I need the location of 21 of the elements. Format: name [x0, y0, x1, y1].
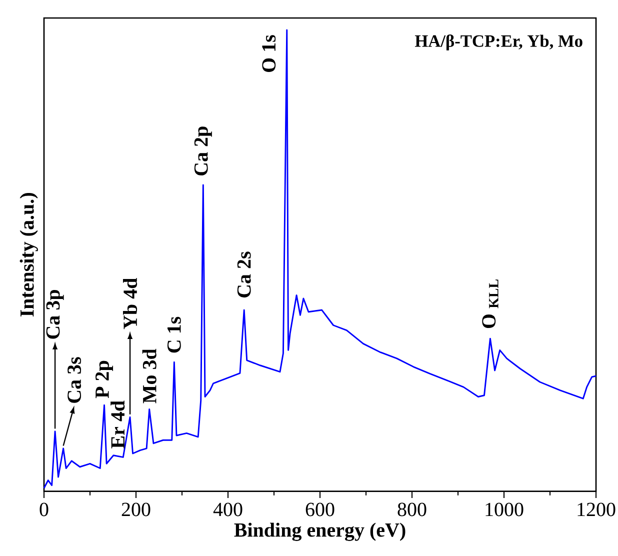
x-tick-label: 800 [398, 502, 426, 516]
y-axis-title: Intensity (a.u.) [20, 192, 38, 316]
annotation: C 1s [167, 316, 181, 352]
annotation: O $_{KLL}$ [482, 279, 498, 328]
chart-title: HA/β-TCP:Er, Yb, Mo [414, 34, 582, 50]
x-tick-label: 1200 [578, 502, 616, 516]
annotation: Mo 3d [142, 348, 156, 404]
x-tick-label: 400 [213, 502, 242, 516]
x-tick-label: 200 [122, 502, 150, 516]
annotation: Ca 3s [68, 356, 82, 403]
annotation: Ca 2p [194, 126, 212, 176]
x-tick-label: 600 [306, 502, 334, 516]
x-tick-label: 1000 [486, 502, 524, 516]
annotation: Ca 3p [46, 290, 64, 339]
annotation: O 1s [262, 34, 276, 72]
annotation: Ca 2s [237, 252, 251, 298]
annotation: Er 4d [110, 400, 125, 448]
annotation: Yb 4d [123, 278, 138, 329]
x-axis-title: Binding energy (eV) [234, 522, 406, 541]
x-tick-label: 0 [40, 502, 48, 516]
annotation: P 2p [96, 360, 114, 398]
